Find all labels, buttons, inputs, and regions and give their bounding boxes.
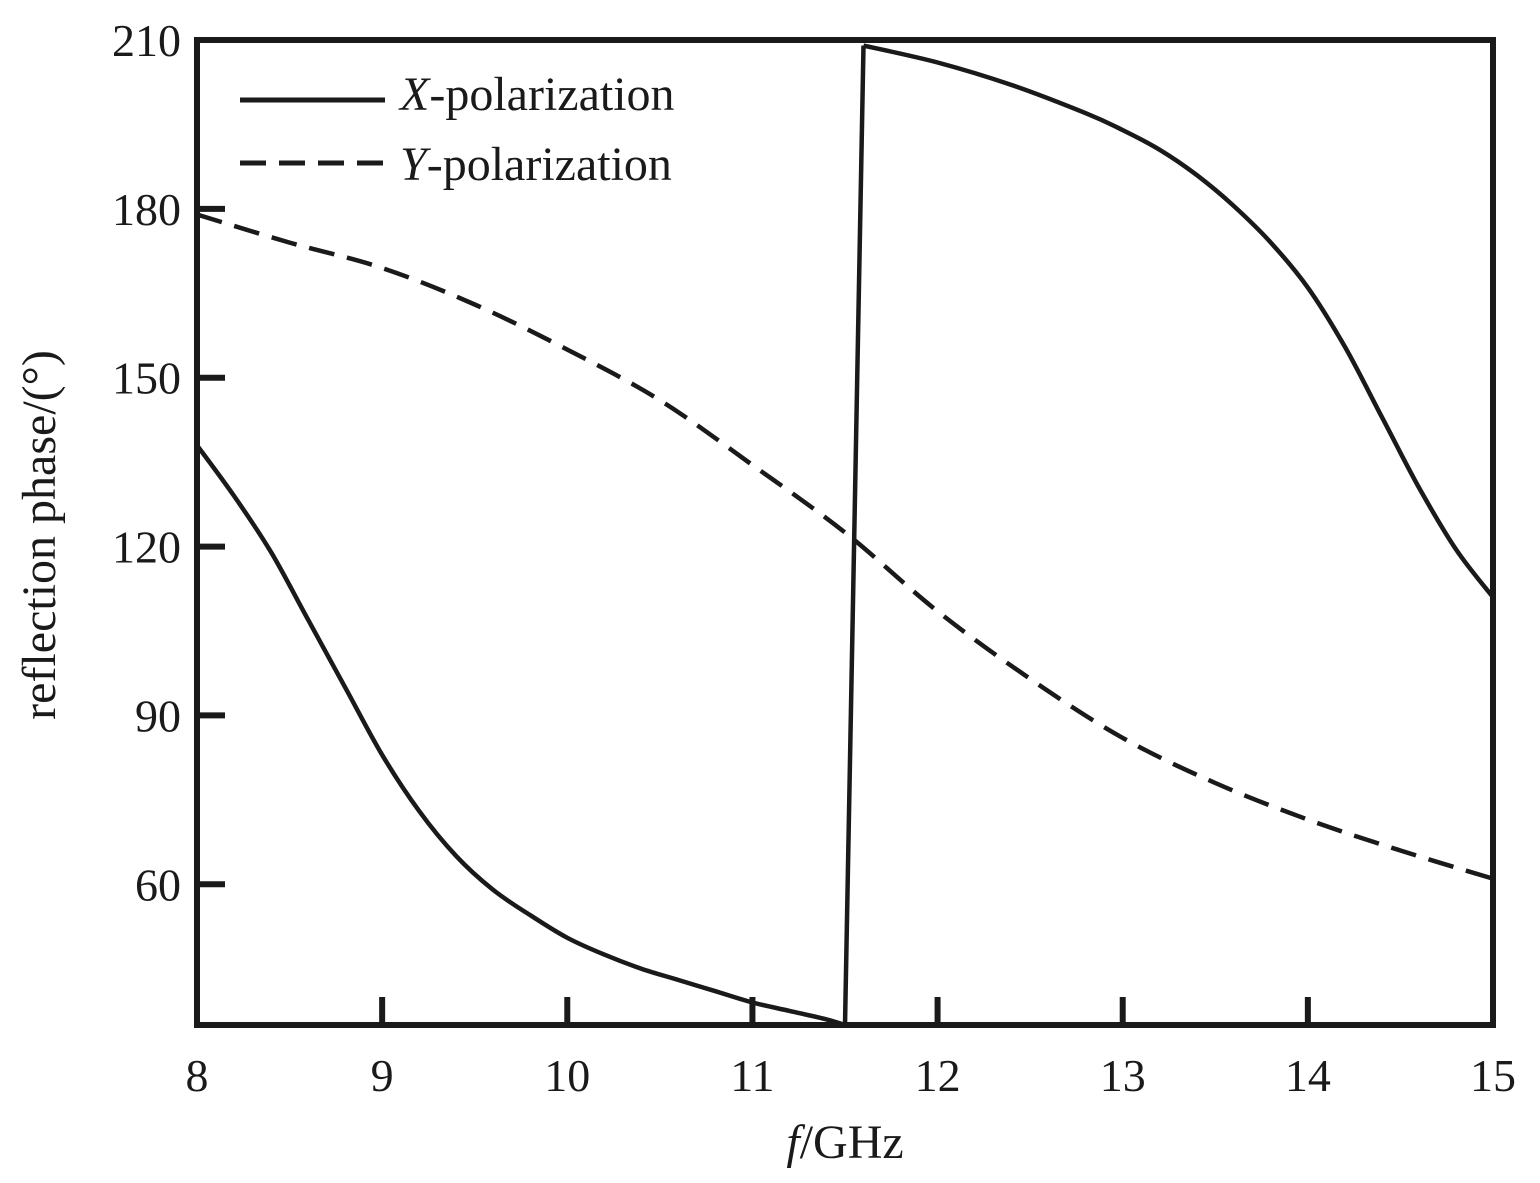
legend: X-polarization Y-polarization — [240, 68, 675, 191]
series-layer — [195, 43, 1495, 1028]
x-axis-label-unit: /GHz — [800, 1116, 904, 1169]
y-tick-label: 150 — [112, 353, 181, 404]
legend-label-x-polarization: X-polarization — [398, 68, 675, 121]
legend-label-x-var: X — [398, 68, 431, 121]
x-tick-label: 13 — [1100, 1050, 1146, 1101]
y-tick-label: 120 — [112, 522, 181, 573]
series-line-x-polarization-segment-1 — [195, 443, 846, 1028]
x-tick-label: 8 — [186, 1050, 209, 1101]
series-line-x-polarization-segment-2 — [842, 45, 866, 1026]
legend-label-x-rest: -polarization — [429, 68, 674, 121]
x-tick-label: 10 — [544, 1050, 590, 1101]
series-line-x-polarization-segment-3 — [863, 43, 1495, 599]
plot-frame — [194, 37, 1496, 1028]
x-tick-label: 15 — [1470, 1050, 1516, 1101]
x-tick-label: 12 — [915, 1050, 961, 1101]
y-tick-label: 60 — [135, 859, 181, 910]
tick-layer: 8 9 10 11 12 13 14 15 60 90 120 150 180 210 — [112, 15, 1516, 1101]
x-tick-label: 11 — [730, 1050, 774, 1101]
series-line-y-polarization-segment-1 — [196, 212, 1494, 881]
legend-label-y-rest: -polarization — [427, 138, 672, 191]
y-tick-label: 90 — [135, 690, 181, 741]
y-axis-label: reflection phase/(°) — [13, 350, 66, 720]
x-tick-label: 9 — [371, 1050, 394, 1101]
x-tick-label: 14 — [1285, 1050, 1331, 1101]
legend-label-y-var: Y — [400, 138, 431, 191]
legend-label-y-polarization: Y-polarization — [400, 138, 672, 191]
y-tick-label: 210 — [112, 15, 181, 66]
y-tick-label: 180 — [112, 184, 181, 235]
x-axis-label: f/GHz — [786, 1116, 903, 1169]
